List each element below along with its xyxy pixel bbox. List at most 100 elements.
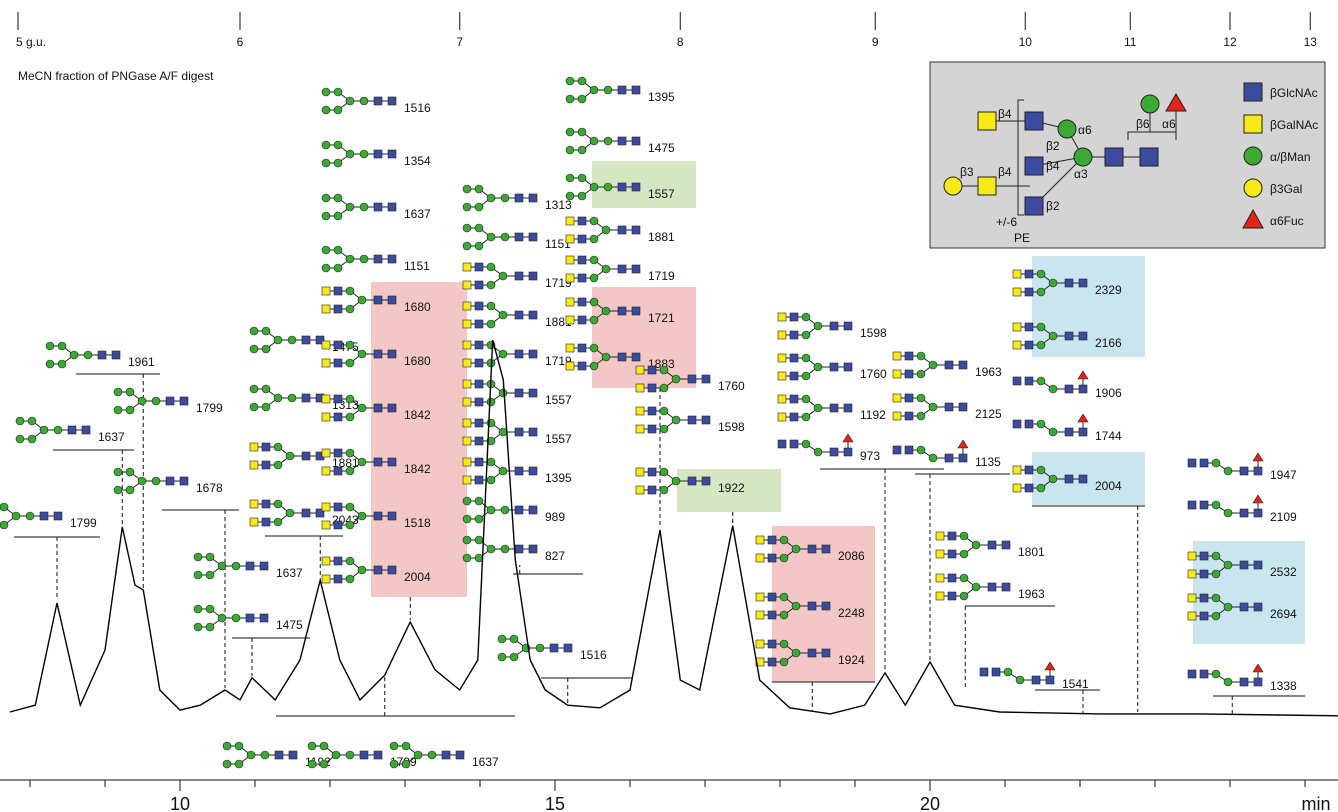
mass-label: 2166 [1095, 336, 1122, 350]
glycan-icon [778, 354, 852, 380]
mass-label: 1799 [196, 401, 223, 415]
glycan-icon [463, 380, 537, 406]
mass-label: 1760 [860, 367, 887, 381]
x-tick-label: 15 [545, 794, 565, 812]
glycan-icon [778, 313, 852, 339]
chart-title: MeCN fraction of PNGase A/F digest [18, 69, 214, 83]
legend-swatch [1244, 115, 1262, 133]
mass-label: 1557 [648, 187, 675, 201]
glycan-icon [566, 256, 640, 282]
legend-swatch [1244, 179, 1262, 197]
highlight-box [371, 282, 467, 597]
mass-label: 1961 [128, 355, 155, 369]
glycan-icon [936, 574, 1010, 600]
legend-box [930, 62, 1325, 248]
mass-label: 973 [860, 449, 880, 463]
top-tick-label: 7 [456, 35, 463, 49]
glycan-icon [223, 742, 297, 768]
glycan-icon [463, 497, 537, 523]
legend-label: βGlcNAc [1270, 86, 1318, 100]
glycan-icon [498, 635, 572, 661]
top-tick-label: 12 [1223, 35, 1237, 49]
glycan-icon [1188, 453, 1263, 475]
legend-label: α/βMan [1270, 150, 1311, 164]
linkage-label: β4 [998, 165, 1012, 179]
glycan-icon [463, 419, 537, 445]
glycan-icon [463, 263, 537, 289]
glycan-icon [0, 503, 62, 529]
glycan-icon [1013, 371, 1088, 393]
glycan-icon [250, 500, 324, 526]
glycan-icon [322, 194, 396, 220]
glycan-icon [893, 352, 967, 378]
mass-label: 2109 [1270, 510, 1297, 524]
mass-label: 1963 [975, 365, 1002, 379]
top-tick-label: 8 [677, 35, 684, 49]
legend-label: β3Gal [1270, 182, 1302, 196]
linkage-label: β4 [998, 107, 1012, 121]
legend-swatch [1244, 83, 1262, 101]
x-tick-label: 10 [170, 794, 190, 812]
mass-label: 1799 [70, 516, 97, 530]
mass-label: 1963 [1018, 587, 1045, 601]
glycan-icon [566, 217, 640, 243]
glycan-icon [322, 246, 396, 272]
mass-label: 1192 [860, 408, 886, 422]
mass-label: 1906 [1095, 386, 1122, 400]
mass-label: 1680 [404, 300, 431, 314]
linkage-label: α6 [1078, 123, 1092, 137]
mass-label: 2248 [838, 606, 865, 620]
mass-label: 1475 [648, 141, 675, 155]
mass-label: 1680 [404, 354, 431, 368]
glycan-icon [1188, 495, 1263, 517]
glycan-icon [566, 128, 640, 154]
mass-label: 1395 [545, 471, 572, 485]
mass-label: 1637 [404, 207, 431, 221]
glycan-icon [463, 458, 537, 484]
trace [10, 340, 1338, 716]
chart: MeCN fraction of PNGase A/F digest β4 β3… [0, 0, 1338, 812]
linkage-label: β6 [1136, 117, 1150, 131]
mass-label: 1598 [860, 326, 887, 340]
mass-label: 1721 [648, 311, 675, 325]
glycan-icon [463, 224, 537, 250]
glycan-icon [194, 605, 268, 631]
mass-label: 989 [545, 510, 565, 524]
glycan-icon [16, 417, 90, 443]
glycan-icon [980, 662, 1055, 684]
top-tick-label: 10 [1019, 35, 1033, 49]
linkage-label: β4 [1046, 159, 1060, 173]
glycan-icon [463, 302, 537, 328]
top-tick-label: 6 [237, 35, 244, 49]
glycan-icon [1013, 414, 1088, 436]
mass-label: 1922 [718, 481, 745, 495]
glycan-icon [114, 388, 188, 414]
mass-label: 2004 [404, 570, 431, 584]
top-tick-label: 5 g.u. [16, 35, 46, 49]
mass-label: 2125 [975, 407, 1002, 421]
legend-swatch [1244, 147, 1262, 165]
mass-label: 1518 [404, 516, 431, 530]
glycan-icon [566, 77, 640, 103]
glycan-icon [114, 468, 188, 494]
glycan-icon [936, 532, 1010, 558]
mass-label: 2004 [1095, 479, 1122, 493]
mass-label: 1313 [545, 198, 572, 212]
glycan-icon [636, 407, 710, 433]
x-axis-label: min [1301, 794, 1330, 812]
linkage-label: β2 [1046, 199, 1060, 213]
mass-label: 1881 [648, 230, 675, 244]
mass-label: 1541 [1062, 677, 1089, 691]
mass-label: 1557 [545, 432, 572, 446]
highlight-box [1032, 256, 1145, 357]
mass-label: 1842 [404, 462, 431, 476]
mass-label: 1338 [1270, 679, 1297, 693]
legend-label: α6Fuc [1270, 214, 1304, 228]
mass-label: 1135 [975, 455, 1001, 469]
top-tick-label: 9 [872, 35, 879, 49]
glycan-icon [250, 443, 324, 469]
mass-label: 1516 [580, 648, 607, 662]
glycan-icon [778, 434, 853, 456]
mass-label: 1516 [404, 101, 431, 115]
glycan-icon [893, 394, 967, 420]
